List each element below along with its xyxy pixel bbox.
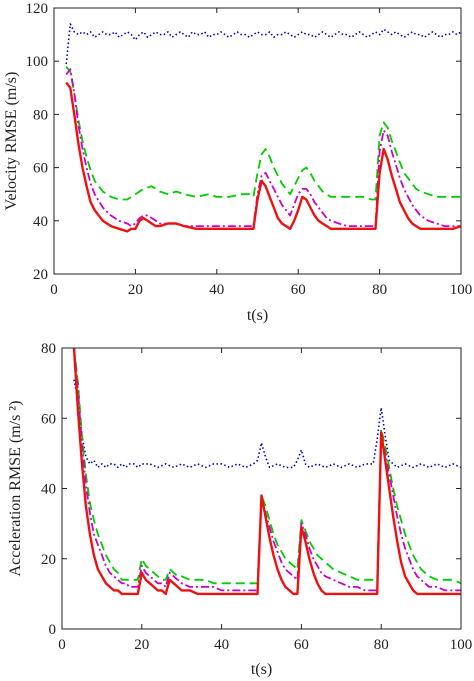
x-tick-label: 0 [50,282,58,298]
x-tick-label: 80 [374,637,389,653]
x-axis-label: t(s) [251,661,272,678]
series-line-2-dashdot [65,68,461,228]
series-line-0-dotted [73,379,461,469]
y-tick-label: 60 [33,161,48,177]
series-line-3-solid [72,348,461,596]
plot-frame [61,347,462,630]
x-tick-label: 60 [294,637,309,653]
plot-frame [53,7,462,275]
x-tick-label: 100 [450,282,473,298]
series-group [72,348,461,596]
y-tick-label: 40 [33,214,48,230]
x-tick-label: 100 [450,637,473,653]
series-line-0-dotted [65,23,461,64]
x-tick-label: 40 [209,282,224,298]
series-line-3-solid [65,81,461,233]
x-tick-label: 60 [291,282,306,298]
x-tick-label: 20 [134,637,149,653]
y-tick-label: 20 [33,267,48,283]
y-axis-label: Velocity RMSE (m/s) [3,72,20,211]
y-tick-label: 100 [26,54,49,70]
x-tick-label: 0 [58,637,66,653]
y-axis-label: Acceleration RMSE (m/s ²) [7,401,24,577]
y-tick-label: 80 [41,341,56,357]
y-tick-label: 40 [41,482,56,498]
y-tick-label: 0 [49,622,57,638]
y-tick-label: 20 [41,552,56,568]
acceleration-rmse-chart: 0 20 40 60 80 100 0 20 40 60 80 t(s) Acceleration RM… [7,341,472,678]
y-tick-label: 80 [33,107,48,123]
x-tick-label: 20 [128,282,143,298]
x-axis-label: t(s) [247,307,268,324]
series-line-2-dashdot [73,348,461,592]
series-group [65,23,461,233]
x-tick-label: 40 [214,637,229,653]
series-line-1-dashed [65,65,461,201]
y-tick-label: 60 [41,411,56,427]
y-tick-label: 120 [26,1,49,17]
x-tick-label: 80 [372,282,387,298]
